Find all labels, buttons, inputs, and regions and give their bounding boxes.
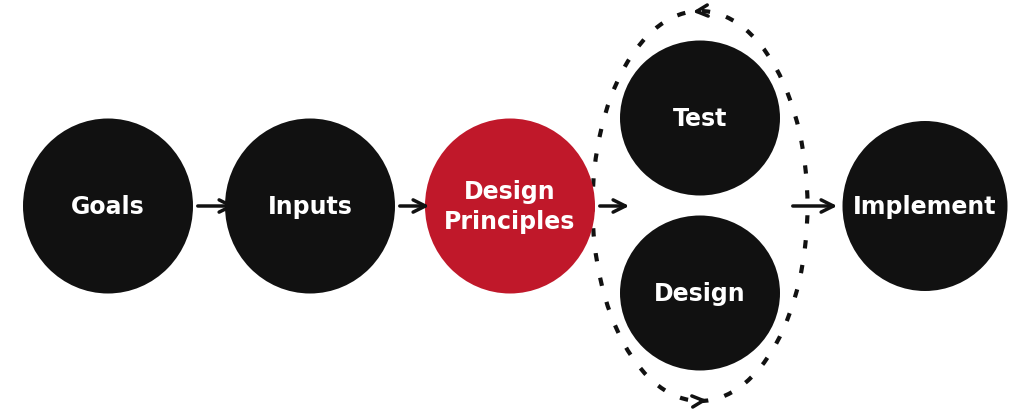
Text: Design: Design bbox=[654, 281, 745, 305]
Ellipse shape bbox=[843, 122, 1008, 291]
Text: Test: Test bbox=[673, 107, 727, 131]
Ellipse shape bbox=[225, 119, 395, 294]
Text: Goals: Goals bbox=[71, 195, 144, 218]
Text: Design
Principles: Design Principles bbox=[444, 180, 575, 233]
Ellipse shape bbox=[620, 216, 780, 370]
Ellipse shape bbox=[620, 41, 780, 196]
Ellipse shape bbox=[23, 119, 193, 294]
Text: Inputs: Inputs bbox=[267, 195, 352, 218]
Text: Implement: Implement bbox=[853, 195, 996, 218]
Ellipse shape bbox=[425, 119, 595, 294]
